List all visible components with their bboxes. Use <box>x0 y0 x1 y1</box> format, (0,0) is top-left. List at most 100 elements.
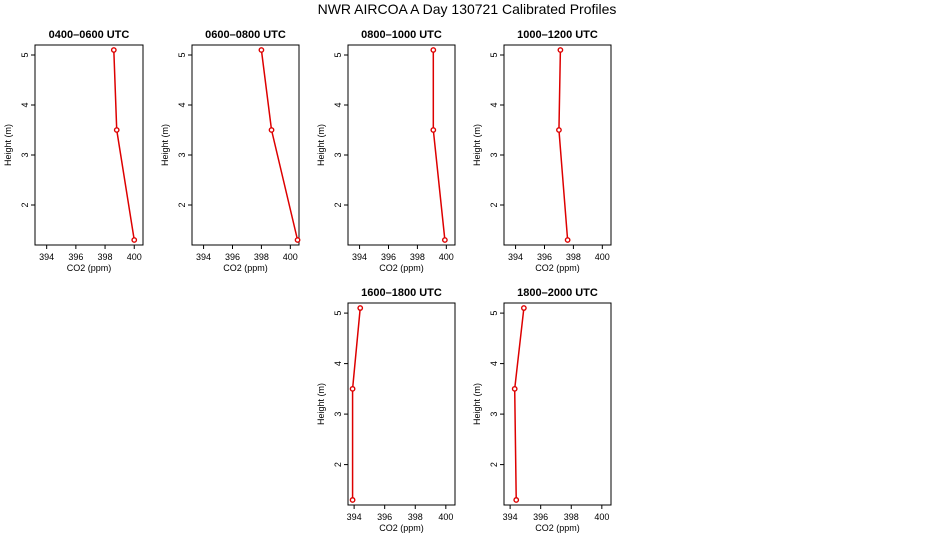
y-tick-label: 3 <box>333 412 343 417</box>
y-tick-label: 5 <box>489 52 499 57</box>
x-tick-label: 394 <box>503 512 518 522</box>
x-tick-label: 400 <box>439 252 454 262</box>
x-tick-label: 396 <box>225 252 240 262</box>
series-line <box>513 307 525 500</box>
panel-title: 1800–2000 UTC <box>517 287 598 299</box>
y-tick-label: 2 <box>489 462 499 467</box>
series-line <box>260 49 299 241</box>
data-point <box>349 385 356 392</box>
y-tick-label: 2 <box>20 202 30 207</box>
x-axis-label: CO2 (ppm) <box>535 263 580 273</box>
y-tick-label: 4 <box>489 361 499 366</box>
x-axis-label: CO2 (ppm) <box>67 263 112 273</box>
y-tick-label: 3 <box>489 412 499 417</box>
x-tick-label: 396 <box>533 512 548 522</box>
x-tick-label: 396 <box>381 252 396 262</box>
y-tick-label: 3 <box>333 152 343 157</box>
y-tick-label: 5 <box>333 311 343 316</box>
x-tick-label: 394 <box>352 252 367 262</box>
y-tick-label: 3 <box>177 152 187 157</box>
y-tick-label: 5 <box>177 52 187 57</box>
panel-title: 0800–1000 UTC <box>361 29 442 41</box>
data-point <box>258 47 265 53</box>
x-tick-label: 400 <box>438 512 453 522</box>
data-point <box>556 127 562 133</box>
data-point <box>557 47 564 53</box>
data-point <box>110 47 117 53</box>
x-tick-label: 398 <box>98 252 113 262</box>
y-tick-label: 4 <box>20 102 30 107</box>
x-tick-label: 398 <box>410 252 425 262</box>
data-point <box>520 305 527 311</box>
y-tick-label: 4 <box>333 102 343 107</box>
y-axis-label: Height (m) <box>160 124 170 166</box>
y-tick-label: 4 <box>489 102 499 107</box>
data-point <box>357 305 364 311</box>
panel-title: 0400–0600 UTC <box>49 29 130 41</box>
x-tick-label: 398 <box>564 512 579 522</box>
x-tick-label: 394 <box>508 252 523 262</box>
y-tick-label: 2 <box>177 202 187 207</box>
data-point <box>441 237 448 243</box>
chart-panel: 1600–1800 UTC 394 396 398 400 2 3 4 5 CO2 (ppm) He… <box>316 287 456 533</box>
y-axis-label: Height (m) <box>316 383 326 425</box>
chart-panel: 1800–2000 UTC 394 396 398 400 2 3 4 5 CO2 (ppm) He… <box>472 287 612 533</box>
y-tick-label: 5 <box>489 311 499 316</box>
panel-title: 0600–0800 UTC <box>205 29 286 41</box>
y-tick-label: 2 <box>333 462 343 467</box>
x-axis-label: CO2 (ppm) <box>379 263 424 273</box>
y-tick-label: 3 <box>20 152 30 157</box>
data-point <box>430 47 437 53</box>
plot-frame <box>503 44 612 246</box>
chart-panel: 0800–1000 UTC 394 396 398 400 2 3 4 5 CO2 (ppm) He… <box>316 29 456 273</box>
plot-frame <box>34 44 144 246</box>
y-axis-label: Height (m) <box>472 383 482 425</box>
x-axis-label: CO2 (ppm) <box>379 523 424 533</box>
series-line <box>351 307 361 500</box>
figure-title: NWR AIRCOA A Day 130721 Calibrated Profi… <box>318 1 617 17</box>
x-tick-label: 394 <box>39 252 54 262</box>
data-point <box>113 127 120 133</box>
x-tick-label: 400 <box>127 252 142 262</box>
plot-frame <box>347 302 456 506</box>
y-axis-label: Height (m) <box>316 124 326 166</box>
y-tick-label: 5 <box>333 52 343 57</box>
data-point <box>349 497 356 503</box>
y-tick-label: 2 <box>489 202 499 207</box>
y-tick-label: 4 <box>177 102 187 107</box>
plot-frame <box>191 44 300 246</box>
x-tick-label: 398 <box>566 252 581 262</box>
y-tick-label: 4 <box>333 361 343 366</box>
data-point <box>268 127 275 133</box>
data-point <box>131 237 138 243</box>
panel-title: 1600–1800 UTC <box>361 287 442 299</box>
x-tick-label: 398 <box>408 512 423 522</box>
chart-panel: 0400–0600 UTC 394 396 398 400 2 3 4 5 CO2 (ppm) He… <box>3 29 144 273</box>
x-tick-label: 400 <box>595 252 610 262</box>
x-tick-label: 396 <box>537 252 552 262</box>
x-tick-label: 400 <box>594 512 609 522</box>
data-point <box>513 497 520 503</box>
series-line <box>558 49 569 241</box>
series-line <box>432 50 446 241</box>
x-tick-label: 400 <box>283 252 298 262</box>
x-tick-label: 396 <box>68 252 83 262</box>
x-axis-label: CO2 (ppm) <box>535 523 580 533</box>
chart-panel: 0600–0800 UTC 394 396 398 400 2 3 4 5 CO2 (ppm) He… <box>160 29 301 273</box>
y-tick-label: 3 <box>489 152 499 157</box>
data-point <box>511 385 518 392</box>
y-tick-label: 5 <box>20 52 30 57</box>
y-axis-label: Height (m) <box>3 124 13 166</box>
x-tick-label: 394 <box>196 252 211 262</box>
plot-frame <box>347 44 456 246</box>
x-tick-label: 396 <box>377 512 392 522</box>
y-axis-label: Height (m) <box>472 124 482 166</box>
x-axis-label: CO2 (ppm) <box>223 263 268 273</box>
x-tick-label: 398 <box>254 252 269 262</box>
y-tick-label: 2 <box>333 202 343 207</box>
data-point <box>564 237 571 243</box>
series-line <box>113 49 135 241</box>
data-point <box>294 237 301 243</box>
panel-title: 1000–1200 UTC <box>517 29 598 41</box>
